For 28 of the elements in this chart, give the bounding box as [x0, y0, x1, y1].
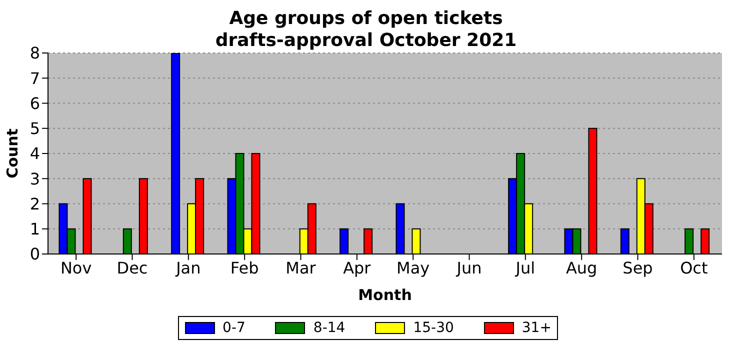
- y-tick-label: 2: [30, 194, 40, 214]
- x-tick-label: Sep: [622, 258, 653, 278]
- chart-title: Age groups of open tickets drafts-approval October 2021: [214, 8, 518, 51]
- legend-label: 15-30: [413, 320, 454, 336]
- y-axis-title: Count: [3, 128, 22, 178]
- x-tick-label: Mar: [286, 258, 316, 278]
- x-tick-label: Feb: [230, 258, 259, 278]
- y-tick-label: 1: [30, 220, 40, 239]
- x-tick-label: Aug: [566, 258, 598, 278]
- x-tick-label: Jul: [514, 258, 536, 278]
- x-tick-label: Oct: [680, 258, 708, 278]
- x-axis-title: Month: [358, 286, 412, 304]
- legend-label: 0-7: [222, 320, 246, 336]
- x-tick-label: May: [396, 258, 430, 278]
- x-tick-label: Jan: [175, 258, 201, 278]
- y-tick-label: 8: [30, 44, 40, 63]
- x-tick-label: Apr: [343, 258, 372, 278]
- y-tick-label: 7: [30, 68, 40, 88]
- y-tick-label: 4: [30, 144, 40, 164]
- y-tick-label: 5: [30, 119, 40, 138]
- y-tick-label: 3: [30, 169, 40, 188]
- x-tick-label: Dec: [116, 258, 148, 278]
- y-tick-label: 6: [30, 94, 40, 113]
- legend-label: 8-14: [313, 320, 346, 336]
- y-tick-label: 0: [30, 244, 40, 264]
- x-tick-label: Jun: [456, 258, 482, 278]
- legend-label: 31+: [522, 320, 552, 336]
- x-tick-label: Nov: [60, 258, 92, 278]
